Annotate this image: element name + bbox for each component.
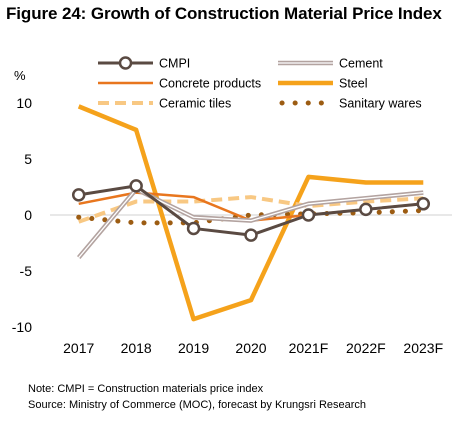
- y-tick-label: 5: [24, 151, 32, 167]
- series-line-steel: [77, 104, 424, 322]
- x-tick-label: 2022F: [346, 340, 386, 356]
- y-tick-label: -10: [12, 319, 32, 335]
- legend-label-concrete-products: Concrete products: [159, 77, 261, 91]
- y-axis-unit: %: [14, 68, 26, 83]
- y-tick-label: 10: [16, 95, 32, 111]
- legend-label-steel: Steel: [339, 77, 368, 91]
- data-point-cmpi: [416, 197, 431, 211]
- legend-label-cmpi: CMPI: [159, 57, 190, 71]
- x-tick-label: 2020: [235, 340, 266, 356]
- legend-label-sanitary-wares: Sanitary wares: [339, 97, 422, 111]
- x-tick-label: 2021F: [289, 340, 329, 356]
- x-tick-label: 2019: [178, 340, 209, 356]
- data-point-cmpi: [359, 202, 373, 217]
- data-point-cmpi: [186, 221, 201, 236]
- data-point-cmpi: [71, 188, 86, 202]
- x-tick-label: 2023F: [403, 340, 443, 356]
- data-point-cmpi: [244, 228, 258, 242]
- y-tick-label: 0: [24, 207, 32, 223]
- chart-source: Source: Ministry of Commerce (MOC), fore…: [28, 399, 367, 411]
- chart-title: Figure 24: Growth of Construction Materi…: [6, 4, 442, 23]
- data-point-cmpi: [129, 179, 143, 193]
- series-line-ceramic-tiles: [78, 195, 424, 224]
- data-point-cmpi: [301, 208, 316, 222]
- x-tick-label: 2017: [63, 340, 94, 356]
- y-tick-label: -5: [20, 263, 33, 279]
- legend-label-ceramic-tiles: Ceramic tiles: [159, 97, 231, 111]
- legend-label-cement: Cement: [339, 57, 383, 71]
- x-tick-label: 2018: [121, 340, 152, 356]
- chart-note: Note: CMPI = Construction materials pric…: [28, 383, 264, 395]
- legend-swatch-cmpi-marker: [118, 56, 133, 70]
